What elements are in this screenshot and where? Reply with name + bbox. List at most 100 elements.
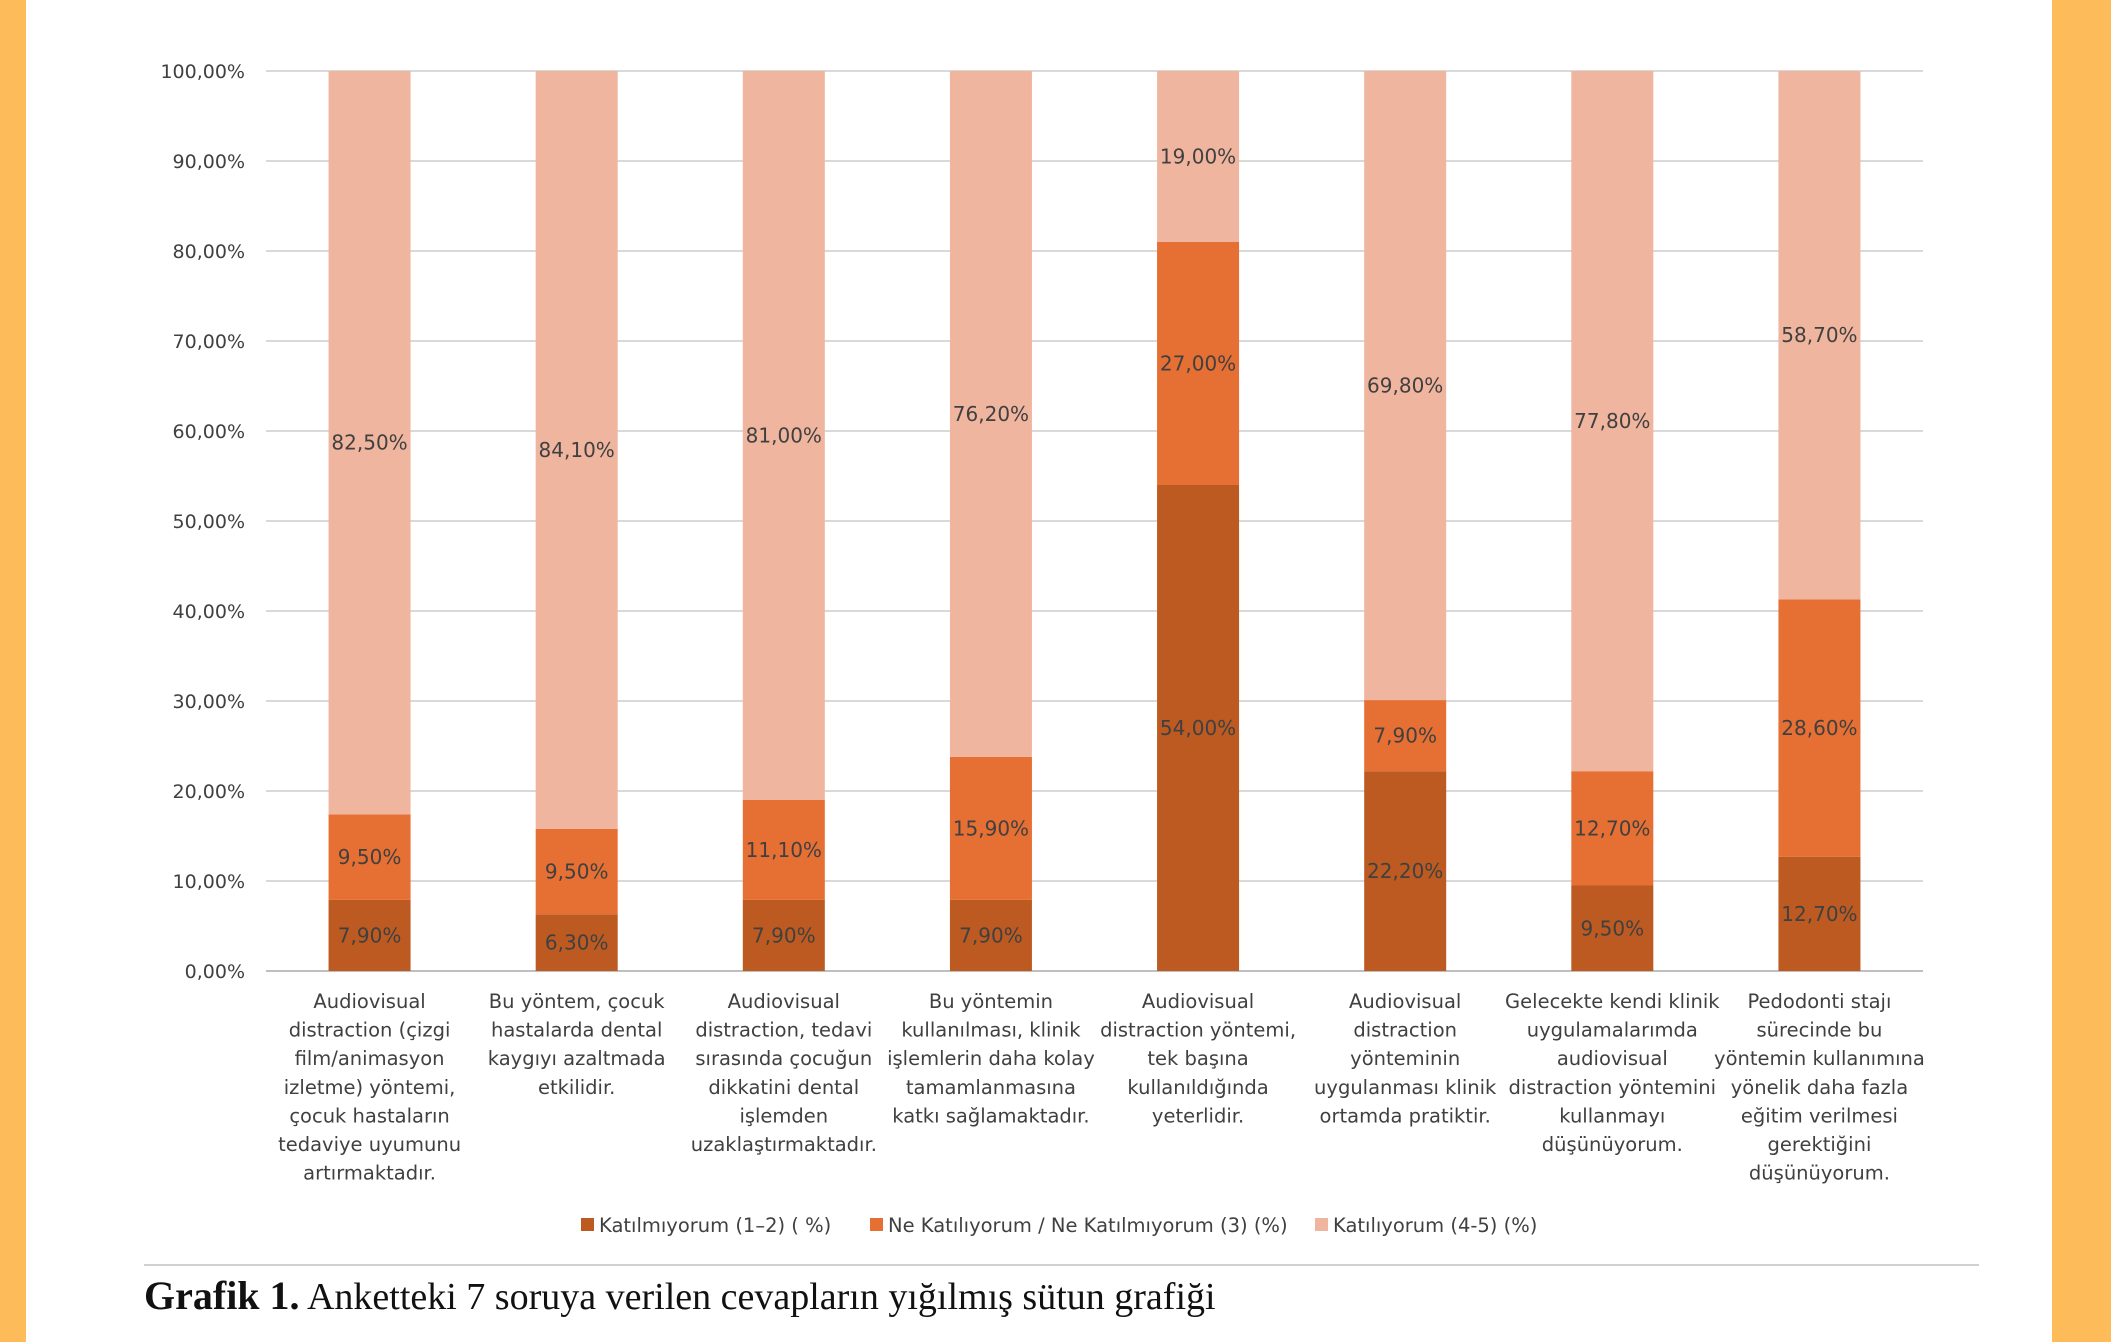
- x-category-line: tek başına: [1147, 1047, 1248, 1070]
- data-label: 84,10%: [539, 438, 615, 462]
- x-category-line: düşünüyorum.: [1749, 1162, 1890, 1185]
- value-labels: 7,90% 9,50% 82,50% 6,30% 9,50% 84,10% 7,90% 11,…: [331, 145, 1857, 955]
- data-label: 54,00%: [1160, 716, 1236, 740]
- x-category-line: işlemden: [739, 1104, 828, 1127]
- bar-segment: [535, 71, 618, 829]
- x-category-line: Audiovisual: [1349, 990, 1461, 1013]
- y-tick-label: 50,00%: [173, 511, 245, 533]
- y-tick-label: 30,00%: [173, 691, 245, 713]
- data-label: 6,30%: [545, 931, 609, 955]
- data-label: 9,50%: [545, 860, 609, 884]
- x-category-line: distraction yöntemi,: [1100, 1019, 1296, 1042]
- bar-segment: [1157, 242, 1240, 485]
- bar-segment: [535, 828, 618, 915]
- bar-segment: [1778, 71, 1861, 600]
- y-tick-label: 100,00%: [160, 61, 245, 83]
- bar-segment: [949, 899, 1032, 971]
- bar-segment: [1571, 885, 1654, 971]
- x-category-line: artırmaktadır.: [303, 1162, 436, 1185]
- x-category-label: Pedodonti stajı sürecinde bu yöntemin kull…: [1714, 990, 1925, 1185]
- bar-segment: [742, 899, 825, 971]
- y-tick-label: 10,00%: [173, 871, 245, 893]
- x-category-line: hastalarda dental: [491, 1019, 662, 1042]
- data-label: 77,80%: [1574, 409, 1650, 433]
- x-category-line: uygulanması klinik: [1314, 1076, 1497, 1099]
- x-category-line: distraction: [1353, 1019, 1457, 1042]
- x-category-line: distraction yöntemini: [1509, 1076, 1717, 1099]
- x-category-line: Audiovisual: [313, 990, 425, 1013]
- legend-swatch: [1315, 1218, 1328, 1231]
- data-label: 12,70%: [1574, 816, 1650, 840]
- x-category-line: distraction (çizgi: [289, 1019, 451, 1042]
- data-label: 15,90%: [953, 816, 1029, 840]
- caption-label: Grafik 1.: [144, 1273, 300, 1318]
- bar-segment: [1364, 771, 1447, 971]
- legend-swatch: [581, 1218, 594, 1231]
- x-category-line: katkı sağlamaktadır.: [892, 1104, 1089, 1127]
- y-tick-label: 40,00%: [173, 601, 245, 623]
- data-label: 76,20%: [953, 402, 1029, 426]
- bar-segment: [328, 899, 411, 971]
- x-category-line: Bu yöntemin: [929, 990, 1053, 1013]
- x-category-line: uzaklaştırmaktadır.: [691, 1133, 877, 1156]
- x-category-line: dikkatini dental: [708, 1076, 859, 1099]
- x-category-line: yeterlidir.: [1152, 1104, 1244, 1127]
- y-tick-label: 80,00%: [173, 241, 245, 263]
- x-axis-categories: Audiovisual distraction (çizgi film/animas…: [278, 990, 1925, 1185]
- bar-segment: [328, 71, 411, 815]
- bar-segment: [1364, 71, 1447, 701]
- bars: [328, 71, 1861, 971]
- data-label: 28,60%: [1781, 716, 1857, 740]
- x-category-line: Audiovisual: [1142, 990, 1254, 1013]
- x-category-line: yöntemin kullanımına: [1714, 1047, 1925, 1070]
- x-category-line: film/animasyon: [295, 1047, 445, 1070]
- bar-segment: [1157, 71, 1240, 242]
- bar-segment: [949, 71, 1032, 757]
- x-category-line: sırasında çocuğun: [695, 1047, 872, 1070]
- x-category-line: sürecinde bu: [1756, 1019, 1882, 1042]
- gridlines: [266, 70, 1923, 972]
- x-category-label: Audiovisual distraction, tedavi sırasında …: [691, 990, 877, 1156]
- data-label: 7,90%: [752, 923, 816, 947]
- x-category-line: kaygıyı azaltmada: [488, 1047, 666, 1070]
- x-category-label: Audiovisual distraction yöntemi, tek başın…: [1100, 990, 1296, 1127]
- legend-label: Ne Katılıyorum / Ne Katılmıyorum (3) (%): [888, 1214, 1288, 1237]
- figure-frame: 0,00% 10,00% 20,00% 30,00% 40,00% 50,00% 60,00…: [26, 0, 2052, 1342]
- y-tick-label: 0,00%: [185, 961, 245, 983]
- stacked-bar-chart: 0,00% 10,00% 20,00% 30,00% 40,00% 50,00% 60,00…: [160, 61, 1925, 1237]
- x-category-line: tedaviye uyumunu: [278, 1133, 461, 1156]
- x-category-label: Gelecekte kendi klinik uygulamalarımda aud…: [1505, 990, 1720, 1156]
- x-category-label: Bu yöntem, çocuk hastalarda dental kaygıyı…: [488, 990, 666, 1099]
- x-category-line: kullanılması, klinik: [901, 1019, 1081, 1042]
- bar-segment: [535, 914, 618, 971]
- bar-segment: [742, 800, 825, 900]
- y-tick-label: 70,00%: [173, 331, 245, 353]
- y-tick-label: 90,00%: [173, 151, 245, 173]
- bar-segment: [1157, 485, 1240, 971]
- x-category-line: distraction, tedavi: [695, 1019, 872, 1042]
- data-label: 19,00%: [1160, 145, 1236, 169]
- data-label: 69,80%: [1367, 374, 1443, 398]
- x-category-label: Bu yöntemin kullanılması, klinik işlemleri…: [887, 990, 1095, 1127]
- data-label: 27,00%: [1160, 352, 1236, 376]
- bar-segment: [1364, 700, 1447, 772]
- figure-caption: Grafik 1. Anketteki 7 soruya verilen cev…: [144, 1272, 1216, 1319]
- x-category-line: uygulamalarımda: [1527, 1019, 1698, 1042]
- x-category-line: gerektiğini: [1767, 1133, 1871, 1156]
- data-label: 7,90%: [1373, 724, 1437, 748]
- data-label: 81,00%: [746, 424, 822, 448]
- x-category-line: Bu yöntem, çocuk: [489, 990, 666, 1013]
- x-category-line: yönteminin: [1350, 1047, 1460, 1070]
- data-label: 22,20%: [1367, 859, 1443, 883]
- data-label: 9,50%: [1581, 916, 1645, 940]
- bar-segment: [328, 814, 411, 900]
- bar-segment: [1571, 771, 1654, 886]
- x-category-line: düşünüyorum.: [1542, 1133, 1683, 1156]
- data-label: 82,50%: [331, 431, 407, 455]
- caption-divider: [144, 1264, 1979, 1266]
- data-label: 11,10%: [746, 838, 822, 862]
- data-label: 58,70%: [1781, 323, 1857, 347]
- data-label: 12,70%: [1781, 902, 1857, 926]
- x-category-line: yönelik daha fazla: [1731, 1076, 1908, 1099]
- x-category-line: eğitim verilmesi: [1741, 1104, 1898, 1127]
